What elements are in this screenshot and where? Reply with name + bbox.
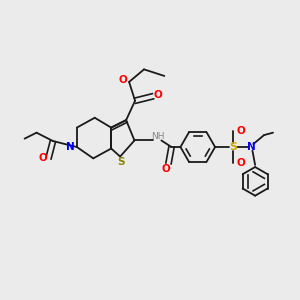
- Text: O: O: [236, 158, 245, 168]
- Text: O: O: [39, 153, 47, 164]
- Text: O: O: [119, 75, 128, 85]
- Text: NH: NH: [152, 132, 165, 141]
- Text: O: O: [154, 90, 163, 100]
- Text: O: O: [161, 164, 170, 174]
- Text: N: N: [247, 142, 256, 152]
- Text: N: N: [66, 142, 75, 152]
- Text: S: S: [117, 157, 124, 167]
- Text: S: S: [229, 142, 237, 152]
- Text: O: O: [236, 126, 245, 136]
